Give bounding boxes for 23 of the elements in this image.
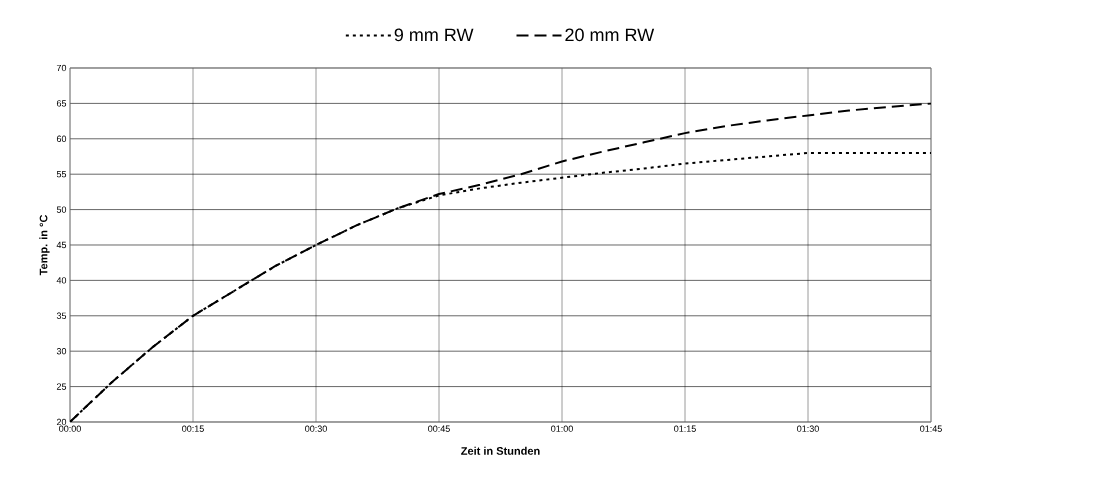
y-tick-label: 45 bbox=[56, 241, 67, 249]
y-axis-title: Temp. in °C bbox=[39, 214, 50, 276]
y-tick-label: 60 bbox=[56, 135, 67, 142]
y-tick-label: 70 bbox=[56, 64, 67, 72]
x-tick-label: 01:00 bbox=[551, 425, 573, 432]
x-tick-label: 00:00 bbox=[59, 425, 81, 432]
y-tick-label: 25 bbox=[56, 383, 67, 390]
x-axis-title: Zeit in Stunden bbox=[461, 446, 540, 455]
y-tick-label: 20 bbox=[56, 418, 67, 426]
x-tick-label: 00:30 bbox=[305, 425, 327, 432]
y-tick-label: 35 bbox=[56, 312, 67, 319]
y-tick-label: 55 bbox=[56, 171, 67, 178]
x-tick-label: 00:15 bbox=[182, 425, 204, 432]
y-tick-label: 30 bbox=[56, 348, 67, 355]
y-tick-label: 65 bbox=[56, 100, 67, 107]
x-tick-label: 01:45 bbox=[920, 425, 942, 432]
legend-label: 9 mm RW bbox=[394, 28, 474, 42]
x-tick-label: 01:15 bbox=[674, 425, 696, 432]
y-tick-label: 50 bbox=[56, 206, 67, 213]
y-tick-label: 40 bbox=[56, 277, 67, 284]
x-tick-label: 01:30 bbox=[797, 425, 819, 432]
x-tick-label: 00:45 bbox=[428, 425, 450, 432]
legend-label: 20 mm RW bbox=[565, 28, 655, 42]
